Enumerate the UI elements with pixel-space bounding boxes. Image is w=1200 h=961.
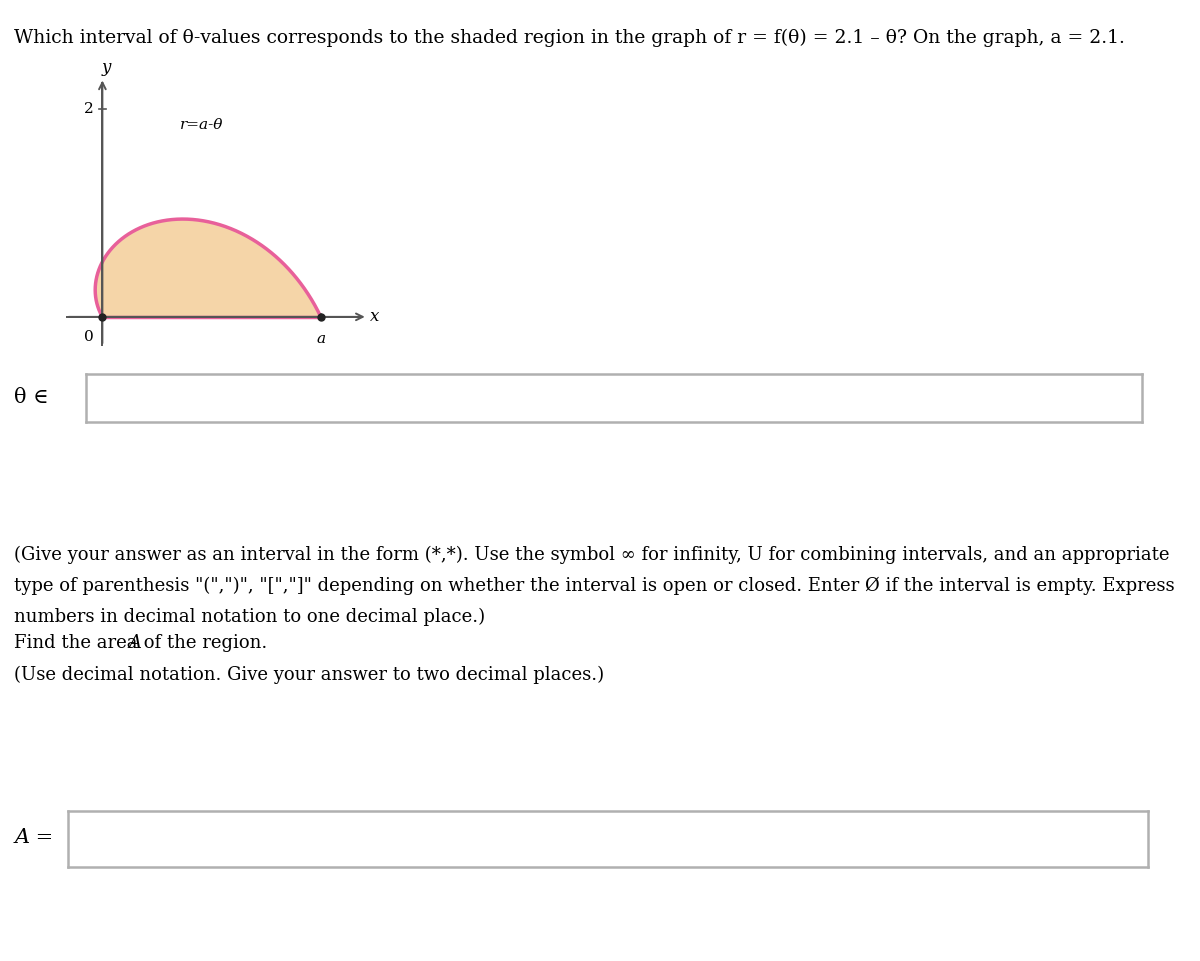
Text: of the region.: of the region. bbox=[138, 634, 268, 653]
Text: r=a-θ: r=a-θ bbox=[180, 118, 223, 132]
Text: 0: 0 bbox=[84, 331, 94, 344]
Text: =: = bbox=[29, 828, 53, 848]
Text: Which interval of θ-values corresponds to the shaded region in the graph of r = : Which interval of θ-values corresponds t… bbox=[14, 29, 1126, 47]
Polygon shape bbox=[95, 219, 320, 317]
Text: A: A bbox=[14, 828, 30, 848]
Text: type of parenthesis "(",")", "[","]" depending on whether the interval is open o: type of parenthesis "(",")", "[","]" dep… bbox=[14, 577, 1175, 595]
Text: (Give your answer as an interval in the form (*,*). Use the symbol ∞ for infinit: (Give your answer as an interval in the … bbox=[14, 546, 1170, 564]
Text: (Use decimal notation. Give your answer to two decimal places.): (Use decimal notation. Give your answer … bbox=[14, 666, 605, 684]
Text: Find the area: Find the area bbox=[14, 634, 144, 653]
Text: A: A bbox=[128, 634, 142, 653]
Text: θ ∈: θ ∈ bbox=[14, 388, 49, 407]
Text: a: a bbox=[317, 333, 325, 347]
Text: 2: 2 bbox=[84, 102, 94, 116]
Text: y: y bbox=[102, 59, 112, 76]
Text: x: x bbox=[370, 308, 379, 326]
Text: numbers in decimal notation to one decimal place.): numbers in decimal notation to one decim… bbox=[14, 607, 486, 626]
